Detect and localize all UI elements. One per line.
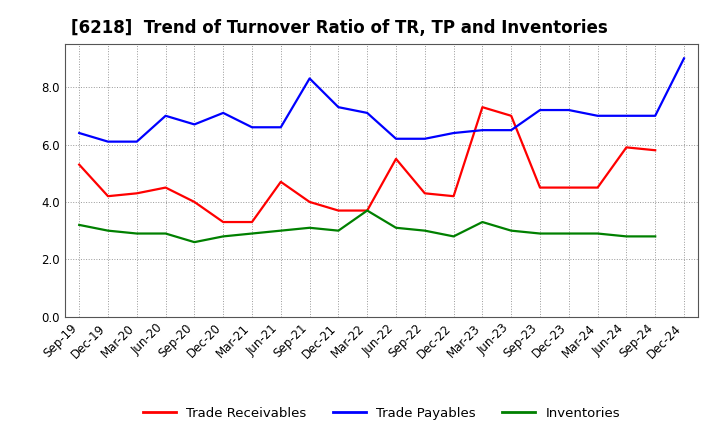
Trade Receivables — [190, 199, 199, 205]
Inventories — [507, 228, 516, 233]
Trade Receivables — [449, 194, 458, 199]
Trade Receivables — [593, 185, 602, 190]
Inventories — [363, 208, 372, 213]
Trade Receivables — [161, 185, 170, 190]
Inventories — [219, 234, 228, 239]
Trade Payables — [334, 105, 343, 110]
Trade Receivables — [334, 208, 343, 213]
Trade Receivables — [420, 191, 429, 196]
Inventories — [132, 231, 141, 236]
Inventories — [536, 231, 544, 236]
Trade Payables — [680, 56, 688, 61]
Trade Receivables — [564, 185, 573, 190]
Line: Trade Receivables: Trade Receivables — [79, 107, 655, 222]
Trade Payables — [305, 76, 314, 81]
Legend: Trade Receivables, Trade Payables, Inventories: Trade Receivables, Trade Payables, Inven… — [138, 401, 626, 425]
Trade Receivables — [276, 179, 285, 184]
Trade Payables — [392, 136, 400, 141]
Trade Payables — [449, 130, 458, 136]
Trade Payables — [132, 139, 141, 144]
Inventories — [248, 231, 256, 236]
Trade Payables — [593, 113, 602, 118]
Line: Inventories: Inventories — [79, 211, 655, 242]
Inventories — [161, 231, 170, 236]
Trade Receivables — [507, 113, 516, 118]
Inventories — [190, 239, 199, 245]
Trade Receivables — [132, 191, 141, 196]
Trade Receivables — [219, 220, 228, 225]
Inventories — [276, 228, 285, 233]
Trade Payables — [161, 113, 170, 118]
Trade Payables — [651, 113, 660, 118]
Trade Receivables — [104, 194, 112, 199]
Trade Receivables — [478, 105, 487, 110]
Inventories — [104, 228, 112, 233]
Line: Trade Payables: Trade Payables — [79, 59, 684, 142]
Inventories — [593, 231, 602, 236]
Trade Receivables — [651, 147, 660, 153]
Trade Payables — [622, 113, 631, 118]
Inventories — [305, 225, 314, 231]
Trade Payables — [248, 125, 256, 130]
Trade Payables — [564, 107, 573, 113]
Trade Payables — [104, 139, 112, 144]
Trade Payables — [75, 130, 84, 136]
Trade Payables — [536, 107, 544, 113]
Trade Payables — [478, 128, 487, 133]
Trade Receivables — [536, 185, 544, 190]
Trade Receivables — [392, 156, 400, 161]
Trade Payables — [507, 128, 516, 133]
Trade Payables — [363, 110, 372, 116]
Inventories — [334, 228, 343, 233]
Text: [6218]  Trend of Turnover Ratio of TR, TP and Inventories: [6218] Trend of Turnover Ratio of TR, TP… — [71, 19, 608, 37]
Inventories — [449, 234, 458, 239]
Inventories — [392, 225, 400, 231]
Trade Receivables — [305, 199, 314, 205]
Inventories — [651, 234, 660, 239]
Inventories — [75, 222, 84, 227]
Trade Receivables — [248, 220, 256, 225]
Trade Payables — [420, 136, 429, 141]
Inventories — [564, 231, 573, 236]
Inventories — [622, 234, 631, 239]
Inventories — [478, 220, 487, 225]
Trade Payables — [190, 122, 199, 127]
Inventories — [420, 228, 429, 233]
Trade Payables — [276, 125, 285, 130]
Trade Payables — [219, 110, 228, 116]
Trade Receivables — [622, 145, 631, 150]
Trade Receivables — [75, 162, 84, 167]
Trade Receivables — [363, 208, 372, 213]
